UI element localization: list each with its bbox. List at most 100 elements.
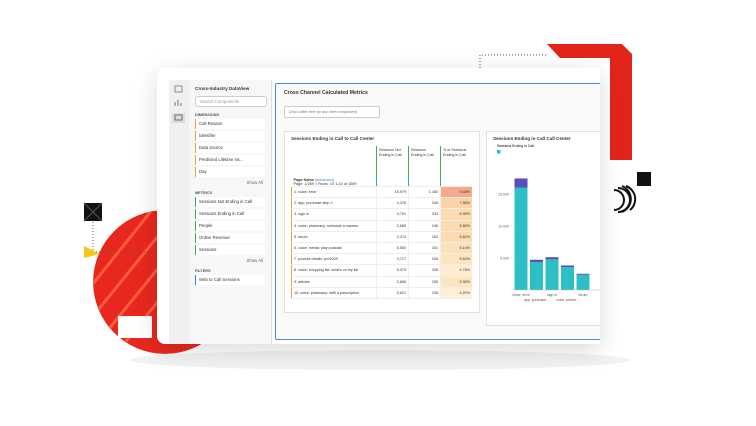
component-item[interactable]: Day: [195, 167, 265, 177]
value-cell: 3,589: [376, 220, 409, 232]
bar: [514, 187, 528, 290]
x-tick-label: voice: error: [512, 293, 530, 297]
value-cell: 246: [408, 220, 441, 232]
freeform-table: Page Name (advanced) Page: 1/269 > Rows: …: [291, 146, 472, 299]
component-item[interactable]: Predicted Lifetime Va...: [195, 155, 265, 165]
table-row: 5. forum 2,374 162 6.82%: [291, 231, 472, 243]
section: FILTERS Web to Call Sessions: [189, 269, 271, 285]
show-all[interactable]: Show All: [246, 180, 263, 185]
y-tick-label: 5,000: [500, 257, 509, 261]
section-title: DIMENSIONS: [195, 113, 220, 117]
row-label: 10. voice: pharmacy: refill a prescripti…: [291, 287, 377, 299]
bar: [514, 178, 528, 188]
value-cell: 333: [408, 208, 441, 221]
value-cell: 5.54%: [440, 253, 472, 266]
value-cell: 15,979: [376, 186, 409, 199]
x-tick-label: sign in: [547, 293, 557, 297]
row-label: 3. sign in: [291, 208, 377, 221]
square-cross: [83, 202, 103, 222]
sections: DIMENSIONS Call Reason Identifier Data Sour…: [189, 113, 271, 285]
chart-panel: Sessions Ending in Call Call Center Sess…: [486, 131, 600, 326]
yellow-triangle: [84, 246, 100, 258]
value-cell: 6.95%: [440, 208, 472, 221]
x-tick-label: voice: pharm...: [556, 298, 579, 302]
legend-label: Sessions Ending in Call: [497, 144, 534, 148]
table-row: 7. product details: prd1009 3,717 206 5.54%: [291, 253, 472, 266]
section: METRICS Sessions Not Ending in Call Sessio…: [189, 191, 271, 263]
row-label: 4. voice: pharmacy: schedule a vaccine: [291, 220, 377, 232]
value-cell: 4.20%: [440, 287, 472, 299]
bar: [576, 274, 590, 290]
component-item[interactable]: Call Reason: [195, 119, 265, 129]
bar: [545, 259, 559, 290]
table-row: 10. voice: pharmacy: refill a prescripti…: [291, 287, 472, 299]
row-label: 9. articles: [291, 276, 377, 288]
value-cell: 4,791: [376, 208, 409, 221]
value-cell: 6,473: [376, 264, 409, 277]
section: DIMENSIONS Call Reason Identifier Data Sour…: [189, 113, 271, 185]
section-title: FILTERS: [195, 269, 211, 273]
row-label: 7. product details: prd1009: [291, 253, 377, 266]
value-cell: 4,378: [376, 197, 409, 210]
table-row: 9. articles 3,808 205 5.38%: [291, 276, 472, 288]
value-cell: 162: [408, 231, 441, 243]
dataview-title[interactable]: Cross-Industry DataView: [195, 86, 250, 91]
value-cell: 6.85%: [440, 220, 472, 232]
value-cell: 308: [408, 264, 441, 277]
component-item[interactable]: Identifier: [195, 131, 265, 141]
y-tick-label: 10,000: [498, 225, 509, 229]
component-item[interactable]: Web to Call Sessions: [195, 275, 265, 285]
show-all[interactable]: Show All: [246, 258, 263, 263]
component-item[interactable]: Online Revenue: [195, 233, 265, 243]
value-cell: 5.38%: [440, 276, 472, 288]
black-square: [637, 172, 651, 186]
components-panel: Cross-Industry DataView Search Component…: [189, 80, 272, 344]
table-row: 3. sign in 4,791 333 6.95%: [291, 208, 472, 221]
bar: [561, 267, 574, 290]
component-item[interactable]: Sessions: [195, 245, 265, 255]
x-tick-label: app: purchase...: [524, 298, 549, 302]
row-label: 8. voice: shopping list: what's on my li…: [291, 264, 377, 277]
rail-icons: [172, 85, 185, 123]
row-label: 6. voice: media: play podcast: [291, 242, 377, 255]
drop-zone[interactable]: Drop a filter here (or any other compone…: [284, 106, 380, 118]
floor-shadow: [130, 350, 630, 370]
component-item[interactable]: Sessions Not Ending in Call: [195, 197, 265, 207]
value-cell: 5,621: [376, 287, 409, 299]
dimension-tag: (advanced): [315, 178, 335, 182]
table-title: Sessions Ending in Call to Call Center: [291, 136, 375, 141]
value-cell: 206: [408, 253, 441, 266]
x-tick-label: forum: [579, 293, 588, 297]
column-header[interactable]: Sessions Not Ending in Call: [376, 146, 409, 187]
header-row: Page Name (advanced) Page: 1/269 > Rows: …: [291, 146, 472, 187]
row-label: 5. forum: [291, 231, 377, 243]
striped-circle: [613, 185, 637, 213]
value-cell: 3,808: [376, 276, 409, 288]
value-cell: 236: [408, 287, 441, 299]
value-cell: 6.82%: [440, 231, 472, 243]
value-cell: 4.76%: [440, 264, 472, 277]
value-cell: 1,450: [408, 186, 441, 199]
bar: [530, 261, 543, 290]
table-row: 6. voice: media: play podcast 5,550 341 6.1…: [291, 242, 472, 255]
legend-swatch: [497, 150, 501, 154]
value-cell: 7.88%: [440, 197, 472, 210]
column-header[interactable]: Sessions Ending in Call: [408, 146, 441, 187]
white-block: [118, 316, 152, 338]
value-cell: 2,374: [376, 231, 409, 243]
pagination[interactable]: Page: 1/269 > Rows: 10 1-10 of 1069: [293, 182, 357, 186]
component-item[interactable]: Sessions Ending in Call: [195, 209, 265, 219]
column-header[interactable]: % of Sessions Ending in Call: [440, 146, 472, 187]
search-box[interactable]: Search Components: [195, 96, 267, 107]
chart-title: Sessions Ending in Call Call Center: [493, 136, 571, 141]
dimension-cell: Page Name (advanced) Page: 1/269 > Rows: …: [291, 146, 377, 187]
component-item[interactable]: People: [195, 221, 265, 231]
dimension[interactable]: Page Name: [293, 178, 314, 182]
table-row: 8. voice: shopping list: what's on my li…: [291, 264, 472, 277]
value-cell: 9.08%: [440, 186, 472, 199]
value-cell: 6.14%: [440, 242, 472, 255]
component-item[interactable]: Data Source: [195, 143, 265, 153]
value-cell: 205: [408, 276, 441, 288]
bar: [561, 265, 574, 268]
